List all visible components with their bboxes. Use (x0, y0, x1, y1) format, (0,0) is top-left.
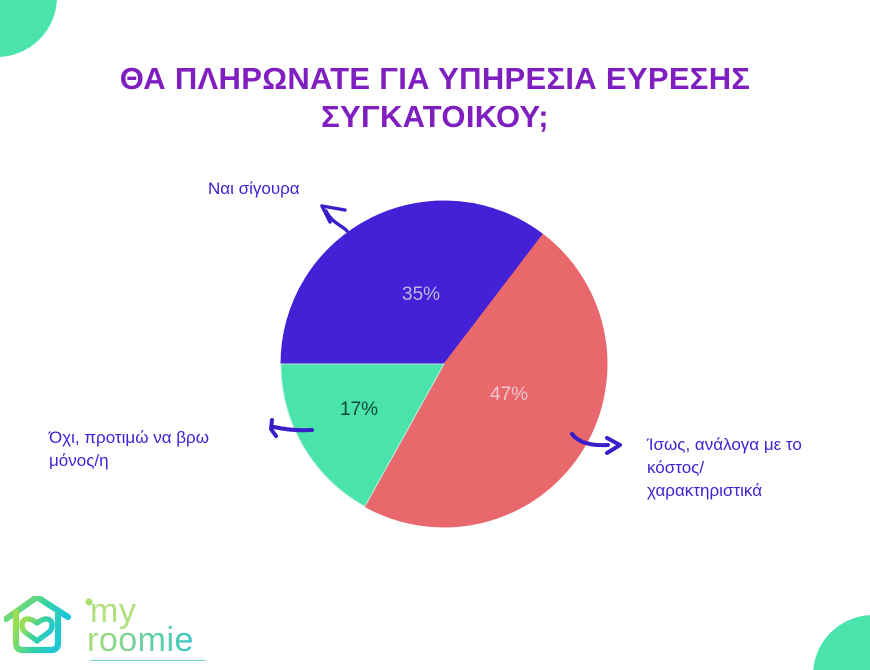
svg-text:47%: 47% (490, 384, 528, 405)
svg-text:35%: 35% (402, 284, 440, 305)
svg-text:17%: 17% (340, 399, 378, 420)
svg-text:roomie: roomie (87, 624, 194, 659)
